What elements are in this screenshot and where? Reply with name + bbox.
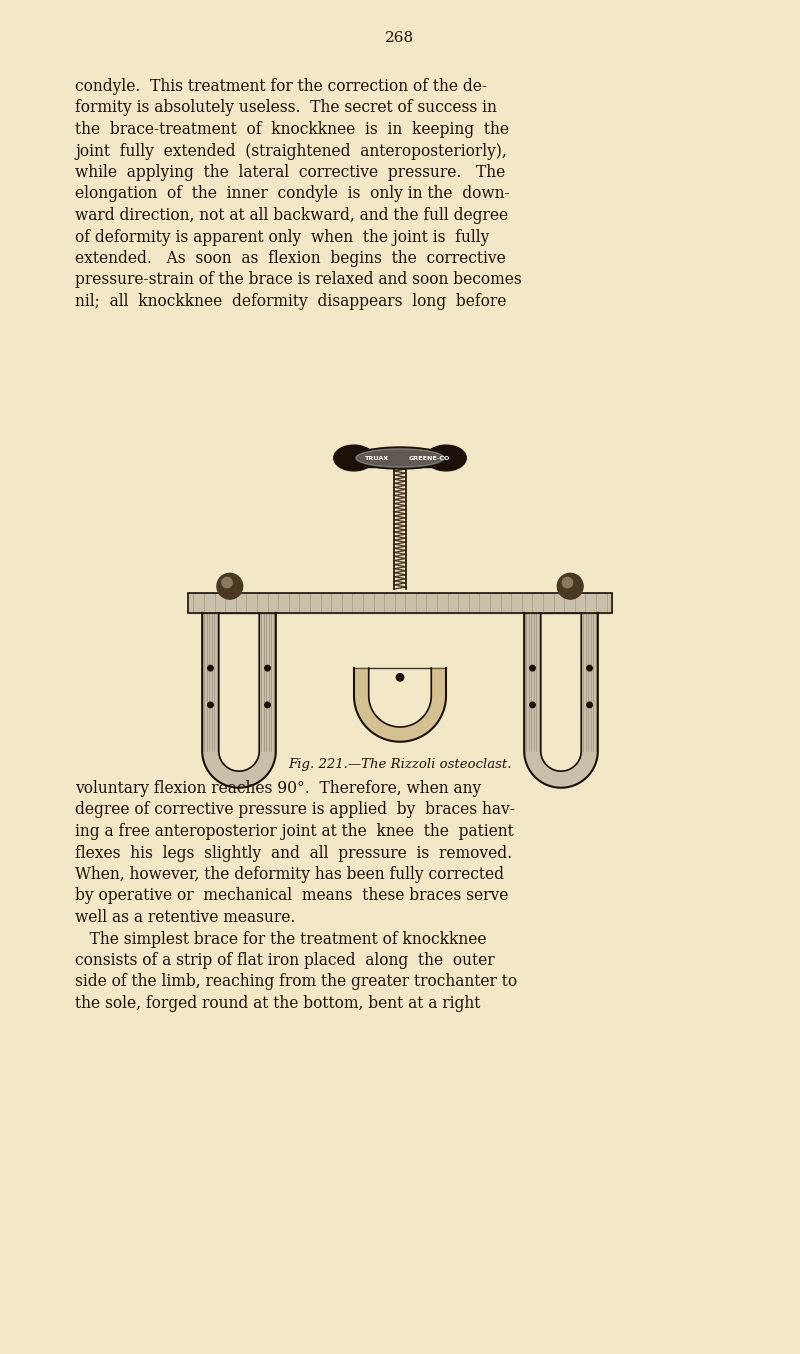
Text: degree of corrective pressure is applied  by  braces hav-: degree of corrective pressure is applied… xyxy=(75,802,515,819)
Text: consists of a strip of flat iron placed  along  the  outer: consists of a strip of flat iron placed … xyxy=(75,952,494,969)
Bar xyxy=(189,593,612,613)
Text: the  brace-treatment  of  knockknee  is  in  keeping  the: the brace-treatment of knockknee is in k… xyxy=(75,121,509,138)
Ellipse shape xyxy=(356,448,444,467)
Circle shape xyxy=(265,703,270,708)
Ellipse shape xyxy=(426,445,466,471)
Text: The simplest brace for the treatment of knockknee: The simplest brace for the treatment of … xyxy=(75,930,486,948)
Circle shape xyxy=(530,703,535,708)
Bar xyxy=(354,448,446,467)
Polygon shape xyxy=(202,613,276,788)
Circle shape xyxy=(586,703,592,708)
Text: voluntary flexion reaches 90°.  Therefore, when any: voluntary flexion reaches 90°. Therefore… xyxy=(75,780,482,798)
Circle shape xyxy=(222,577,232,588)
Circle shape xyxy=(562,577,573,588)
Text: When, however, the deformity has been fully corrected: When, however, the deformity has been fu… xyxy=(75,867,504,883)
Text: the sole, forged round at the bottom, bent at a right: the sole, forged round at the bottom, be… xyxy=(75,995,480,1011)
Text: pressure-strain of the brace is relaxed and soon becomes: pressure-strain of the brace is relaxed … xyxy=(75,272,522,288)
Text: while  applying  the  lateral  corrective  pressure.   The: while applying the lateral corrective pr… xyxy=(75,164,506,181)
Text: of deformity is apparent only  when  the joint is  fully: of deformity is apparent only when the j… xyxy=(75,229,490,245)
Text: ing a free anteroposterior joint at the  knee  the  patient: ing a free anteroposterior joint at the … xyxy=(75,823,514,839)
Circle shape xyxy=(530,665,535,670)
Circle shape xyxy=(208,665,214,670)
Text: nil;  all  knockknee  deformity  disappears  long  before: nil; all knockknee deformity disappears … xyxy=(75,292,506,310)
Ellipse shape xyxy=(334,445,374,471)
Text: well as a retentive measure.: well as a retentive measure. xyxy=(75,909,295,926)
Text: TRUAX: TRUAX xyxy=(365,455,389,460)
Circle shape xyxy=(217,573,242,598)
Text: by operative or  mechanical  means  these braces serve: by operative or mechanical means these b… xyxy=(75,887,508,904)
Ellipse shape xyxy=(354,447,446,468)
Circle shape xyxy=(208,703,214,708)
Text: condyle.  This treatment for the correction of the de-: condyle. This treatment for the correcti… xyxy=(75,79,487,95)
Text: GREENE·CO: GREENE·CO xyxy=(409,455,450,460)
Circle shape xyxy=(396,674,404,681)
Text: Fig. 221.—The Rizzoli osteoclast.: Fig. 221.—The Rizzoli osteoclast. xyxy=(288,758,512,770)
Circle shape xyxy=(586,665,592,670)
Text: flexes  his  legs  slightly  and  all  pressure  is  removed.: flexes his legs slightly and all pressur… xyxy=(75,845,512,861)
Text: 268: 268 xyxy=(386,31,414,45)
Circle shape xyxy=(265,665,270,670)
Text: formity is absolutely useless.  The secret of success in: formity is absolutely useless. The secre… xyxy=(75,99,497,116)
Text: elongation  of  the  inner  condyle  is  only in the  down-: elongation of the inner condyle is only … xyxy=(75,185,510,203)
Polygon shape xyxy=(524,613,598,788)
Text: ward direction, not at all backward, and the full degree: ward direction, not at all backward, and… xyxy=(75,207,508,223)
Bar xyxy=(189,593,612,613)
Text: side of the limb, reaching from the greater trochanter to: side of the limb, reaching from the grea… xyxy=(75,974,517,991)
Circle shape xyxy=(558,573,583,598)
Polygon shape xyxy=(354,668,446,742)
Text: joint  fully  extended  (straightened  anteroposteriorly),: joint fully extended (straightened anter… xyxy=(75,142,506,160)
Text: extended.   As  soon  as  flexion  begins  the  corrective: extended. As soon as flexion begins the … xyxy=(75,250,506,267)
